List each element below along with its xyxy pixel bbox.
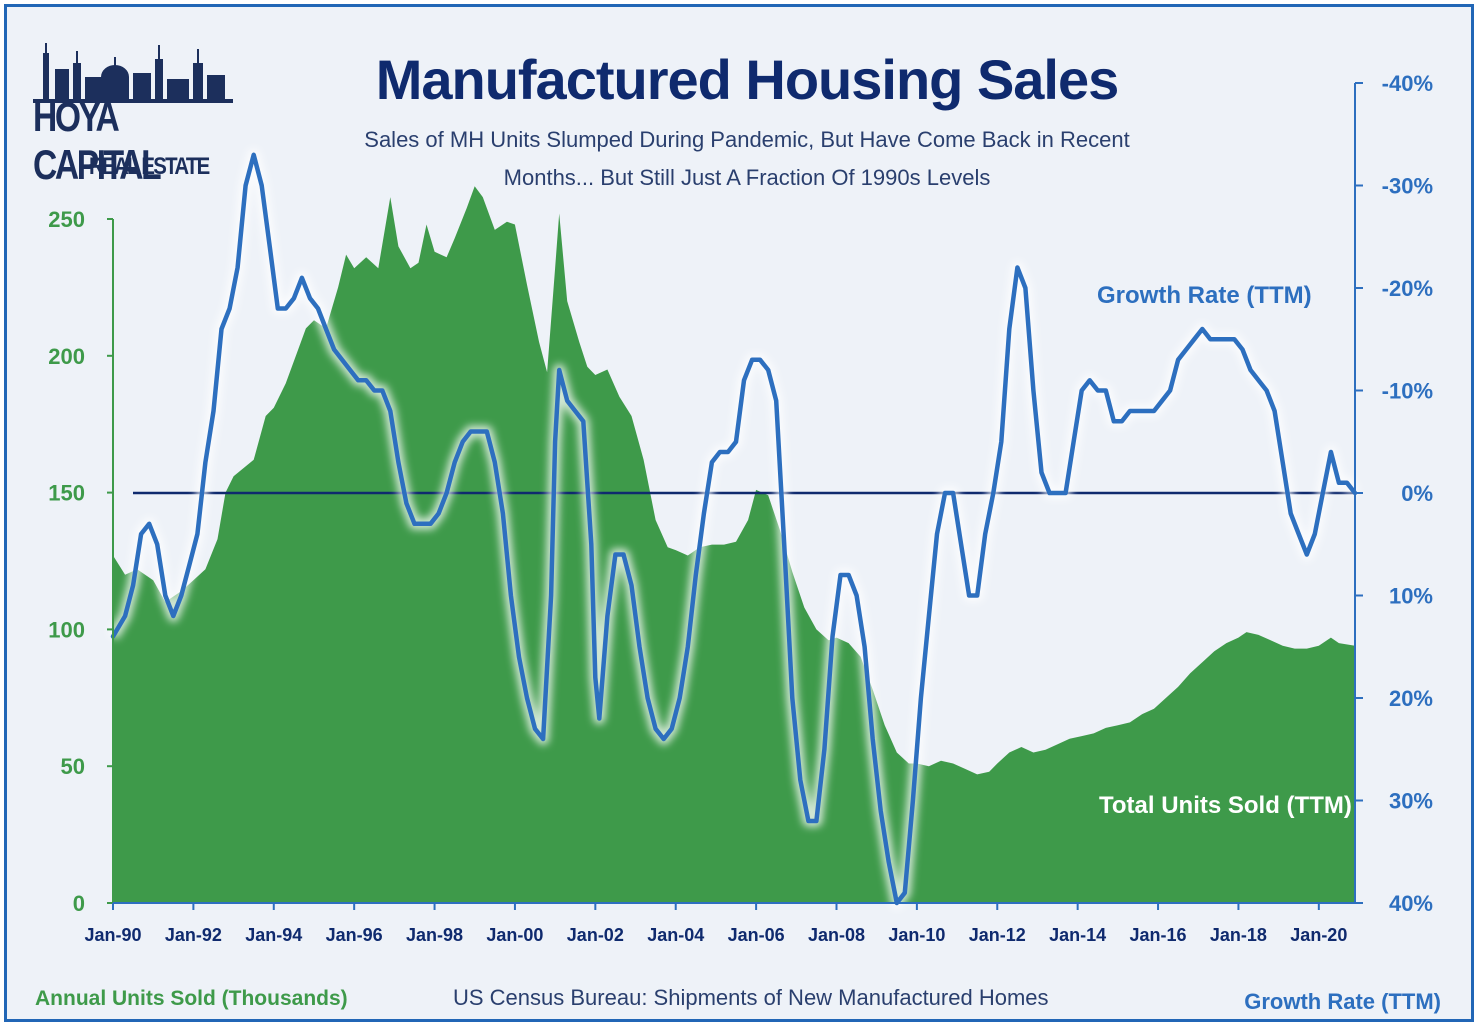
logo-sub-text: REAL ESTATE	[89, 153, 210, 180]
x-axis-tick-label: Jan-18	[1210, 925, 1267, 945]
units-sold-area	[113, 186, 1355, 903]
chart-frame: 0 50 100 150 200 250 -40% -30% -20% -10% 0% 10% 20% 3…	[4, 4, 1474, 1022]
right-axis-title: Growth Rate (TTM)	[1244, 989, 1441, 1014]
right-axis-tick-label: -20%	[1382, 276, 1433, 301]
growth-rate-line-layer	[107, 148, 1360, 909]
x-axis-tick-label: Jan-04	[647, 925, 704, 945]
left-axis-tick-label: 150	[48, 481, 85, 506]
left-axis-tick-label: 200	[48, 344, 85, 369]
units-sold-series-label: Total Units Sold (TTM)	[1099, 792, 1352, 819]
left-axis-tick-label: 250	[48, 207, 85, 232]
left-axis-tick-label: 50	[61, 754, 85, 779]
subtitle-line-1: Sales of MH Units Slumped During Pandemi…	[364, 127, 1130, 152]
left-axis-tick-label: 0	[73, 891, 85, 916]
chart-title: Manufactured Housing Sales	[375, 48, 1120, 111]
growth-rate-line	[110, 152, 1358, 906]
x-axis-tick-label: Jan-06	[728, 925, 785, 945]
right-axis-tick-label: -40%	[1382, 71, 1433, 96]
left-axis-title: Annual Units Sold (Thousands)	[35, 987, 348, 1010]
x-axis-tick-label: Jan-96	[326, 925, 383, 945]
right-axis-tick-label: 30%	[1389, 789, 1433, 814]
right-axis-tick-label: -30%	[1382, 174, 1433, 199]
x-axis-tick-label: Jan-94	[245, 925, 302, 945]
x-axis-tick-label: Jan-90	[84, 925, 141, 945]
left-axis-tick-label: 100	[48, 617, 85, 642]
x-axis-tick-label: Jan-98	[406, 925, 463, 945]
skyline-icon	[33, 43, 233, 103]
hoya-capital-logo: HOYA CAPITAL REAL ESTATE	[33, 33, 243, 193]
chart-subtitle: Sales of MH Units Slumped During Pandemi…	[327, 121, 1167, 197]
units-sold-area-layer	[113, 186, 1355, 903]
axes-layer: 0 50 100 150 200 250 -40% -30% -20% -10% 0% 10% 20% 3…	[48, 71, 1433, 945]
x-axis-tick-label: Jan-16	[1130, 925, 1187, 945]
x-axis-tick-label: Jan-20	[1290, 925, 1347, 945]
right-axis-tick-label: 10%	[1389, 584, 1433, 609]
x-axis-tick-label: Jan-10	[888, 925, 945, 945]
x-axis-tick-label: Jan-02	[567, 925, 624, 945]
x-axis-tick-label: Jan-00	[486, 925, 543, 945]
x-axis-tick-label: Jan-14	[1049, 925, 1106, 945]
x-axis-tick-label: Jan-12	[969, 925, 1026, 945]
source-note: US Census Bureau: Shipments of New Manuf…	[453, 985, 1049, 1010]
x-axis-tick-label: Jan-08	[808, 925, 865, 945]
growth-rate-series-label: Growth Rate (TTM)	[1097, 282, 1312, 309]
chart-canvas: 0 50 100 150 200 250 -40% -30% -20% -10% 0% 10% 20% 3…	[48, 71, 1433, 945]
x-axis-tick-label: Jan-92	[165, 925, 222, 945]
logo-main-text: HOYA CAPITAL	[33, 93, 162, 188]
subtitle-line-2: Months... But Still Just A Fraction Of 1…	[503, 165, 991, 190]
right-axis-tick-label: -10%	[1382, 379, 1433, 404]
right-axis-tick-label: 20%	[1389, 686, 1433, 711]
right-axis-tick-label: 0%	[1401, 481, 1433, 506]
right-axis-tick-label: 40%	[1389, 891, 1433, 916]
